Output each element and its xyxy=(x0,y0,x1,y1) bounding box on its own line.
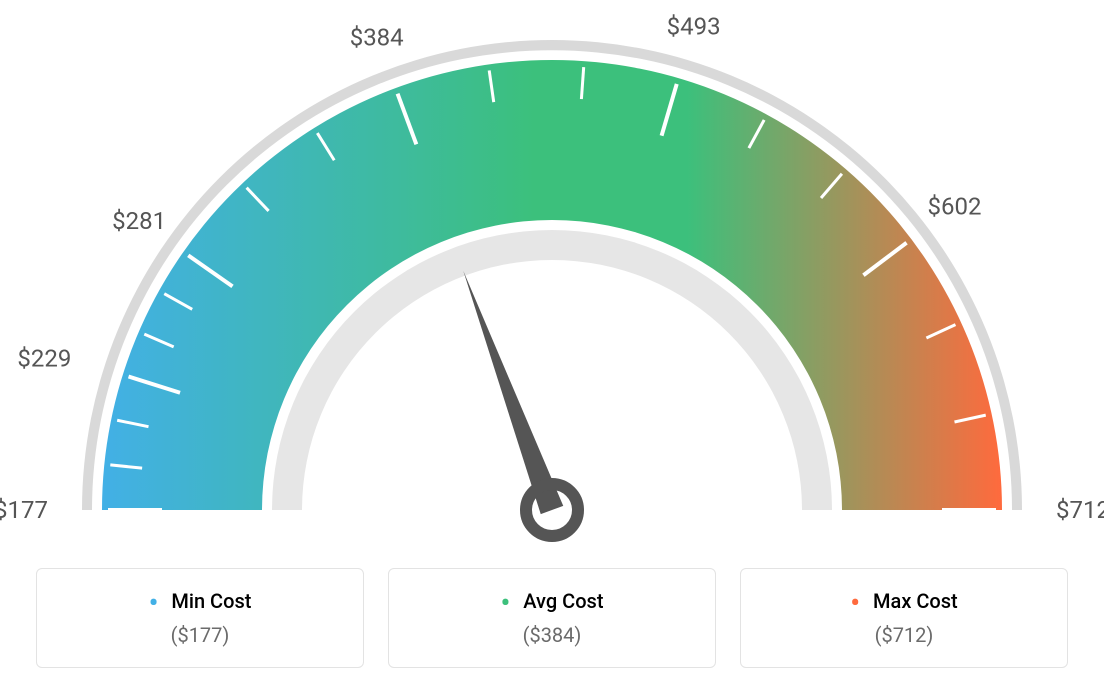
max-cost-card: • Max Cost ($712) xyxy=(740,568,1068,668)
tick-label: $493 xyxy=(667,12,721,40)
color-band xyxy=(102,60,1002,510)
max-cost-label: Max Cost xyxy=(873,589,958,613)
bullet-icon: • xyxy=(149,586,159,619)
tick-label: $177 xyxy=(0,496,48,524)
tick-label: $281 xyxy=(112,207,166,235)
cost-gauge: $177 $229 $281 $384 $493 $602 $712 xyxy=(0,0,1104,556)
tick-label: $602 xyxy=(927,193,981,221)
min-cost-card: • Min Cost ($177) xyxy=(36,568,364,668)
avg-cost-card: • Avg Cost ($384) xyxy=(388,568,716,668)
tick-label: $229 xyxy=(17,344,71,372)
tick-label: $712 xyxy=(1056,496,1104,524)
max-cost-title: • Max Cost xyxy=(753,589,1055,613)
max-cost-value: ($712) xyxy=(753,623,1055,647)
min-cost-label: Min Cost xyxy=(171,589,251,613)
tick-label: $384 xyxy=(350,23,404,51)
needle xyxy=(463,271,563,514)
bullet-icon: • xyxy=(850,586,860,619)
bullet-icon: • xyxy=(500,586,510,619)
min-cost-value: ($177) xyxy=(49,623,351,647)
min-cost-title: • Min Cost xyxy=(49,589,351,613)
avg-cost-title: • Avg Cost xyxy=(401,589,703,613)
avg-cost-value: ($384) xyxy=(401,623,703,647)
legend-row: • Min Cost ($177) • Avg Cost ($384) • Ma… xyxy=(0,568,1104,668)
avg-cost-label: Avg Cost xyxy=(523,589,603,613)
